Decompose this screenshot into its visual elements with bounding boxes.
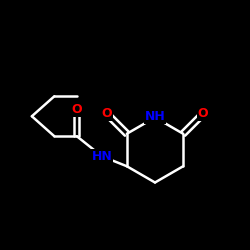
Text: O: O [198,107,208,120]
Text: NH: NH [144,110,166,123]
Text: HN: HN [92,150,112,163]
Text: O: O [72,103,82,116]
Text: O: O [102,107,112,120]
